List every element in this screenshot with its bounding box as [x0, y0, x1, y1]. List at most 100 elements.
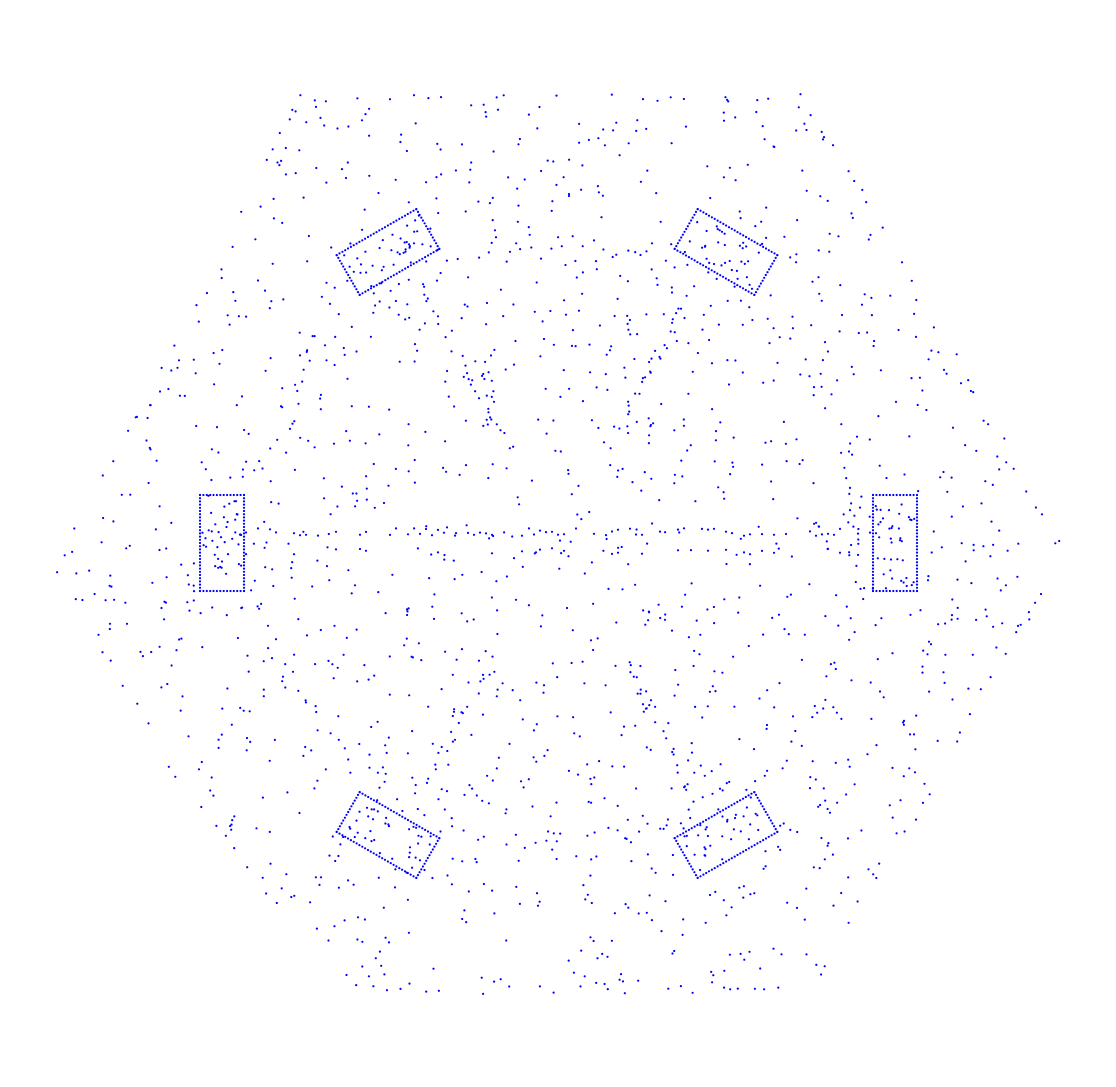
interior-point — [729, 473, 732, 476]
rectangle-point — [401, 815, 404, 818]
boundary-point — [482, 992, 485, 996]
ring-point — [790, 740, 793, 743]
rectangle-point — [198, 573, 202, 577]
rectangle-point — [694, 210, 698, 213]
rectangle-point — [355, 242, 358, 245]
centerline-point — [520, 534, 524, 537]
interior-point — [220, 733, 223, 736]
interior-point — [507, 176, 510, 179]
boundary-point — [656, 99, 659, 102]
rectangle-point — [742, 850, 745, 853]
rectangle-point — [759, 282, 763, 285]
interior-point — [982, 419, 985, 422]
spoke-point — [423, 293, 426, 296]
interior-point — [461, 354, 464, 357]
rectangle-point — [392, 810, 395, 813]
interior-point — [413, 527, 416, 530]
interior-point — [592, 648, 595, 652]
rectangle-inner-point — [384, 822, 387, 825]
interior-point — [728, 166, 732, 169]
spoke-point — [683, 785, 687, 788]
interior-point — [659, 616, 662, 620]
rectangle-inner-point — [889, 537, 892, 540]
interior-point — [493, 912, 496, 915]
centerline-point — [268, 528, 272, 531]
interior-point — [846, 837, 850, 840]
interior-point — [423, 868, 426, 872]
rectangle-point — [696, 261, 699, 264]
interior-point — [723, 261, 727, 264]
interior-point — [808, 787, 812, 790]
boundary-point — [261, 876, 264, 879]
interior-point — [711, 981, 714, 984]
rectangle-point — [242, 532, 246, 535]
rectangle-point — [733, 282, 736, 285]
interior-point — [231, 819, 234, 822]
interior-point — [648, 894, 651, 897]
interior-point — [465, 921, 468, 924]
centerline-point — [436, 551, 440, 554]
interior-point — [764, 441, 767, 444]
interior-point — [874, 624, 877, 627]
interior-point — [727, 383, 731, 386]
interior-point — [299, 436, 302, 439]
rectangle-point — [242, 551, 246, 554]
interior-point — [660, 930, 663, 933]
interior-point — [710, 970, 713, 974]
rectangle-point — [915, 522, 919, 525]
rectangle-point — [364, 237, 367, 240]
interior-point — [673, 473, 677, 476]
interior-point — [942, 470, 945, 474]
interior-point — [384, 612, 387, 615]
interior-point — [484, 360, 487, 363]
rectangle-point — [198, 532, 202, 535]
rectangle-point — [232, 589, 235, 593]
interior-point — [454, 169, 457, 172]
interior-point — [634, 392, 637, 395]
interior-point — [319, 393, 322, 396]
interior-point — [306, 260, 309, 263]
boundary-point — [56, 571, 59, 574]
rectangle-point — [758, 799, 761, 802]
ring-point — [482, 835, 485, 838]
interior-point — [239, 706, 242, 710]
interior-point — [333, 925, 336, 928]
interior-point — [268, 307, 271, 310]
rectangle-point — [406, 265, 410, 269]
interior-point — [984, 608, 987, 611]
interior-point — [484, 650, 487, 653]
rectangle-point — [915, 509, 919, 513]
interior-point — [431, 742, 434, 745]
rectangle-inner-point — [236, 513, 239, 516]
interior-point — [541, 320, 544, 323]
interior-point — [782, 420, 786, 423]
ring-point — [754, 780, 757, 783]
boundary-point — [97, 633, 100, 636]
rectangle-point — [688, 222, 691, 225]
rectangle-point — [871, 583, 875, 586]
rectangle-inner-point — [896, 558, 899, 561]
interior-point — [230, 828, 233, 831]
interior-point — [533, 310, 536, 313]
spoke-point — [488, 673, 491, 676]
interior-point — [647, 417, 650, 420]
interior-point — [814, 778, 817, 781]
rectangle-point — [435, 249, 438, 252]
interior-point — [929, 643, 933, 646]
boundary-point — [399, 987, 402, 991]
interior-point — [314, 105, 318, 108]
interior-point — [371, 818, 375, 821]
interior-point — [517, 859, 520, 862]
interior-point — [511, 689, 514, 692]
interior-point — [708, 893, 712, 897]
rectangle-inner-point — [912, 581, 915, 584]
spoke-point — [450, 350, 453, 353]
rectangle-point — [716, 865, 719, 868]
interior-point — [658, 499, 661, 502]
rectangle-point — [747, 794, 750, 797]
rectangle-point — [730, 857, 733, 860]
interior-point — [745, 788, 748, 791]
spoke-point — [635, 676, 638, 679]
interior-point — [407, 444, 410, 447]
interior-point — [642, 609, 645, 612]
